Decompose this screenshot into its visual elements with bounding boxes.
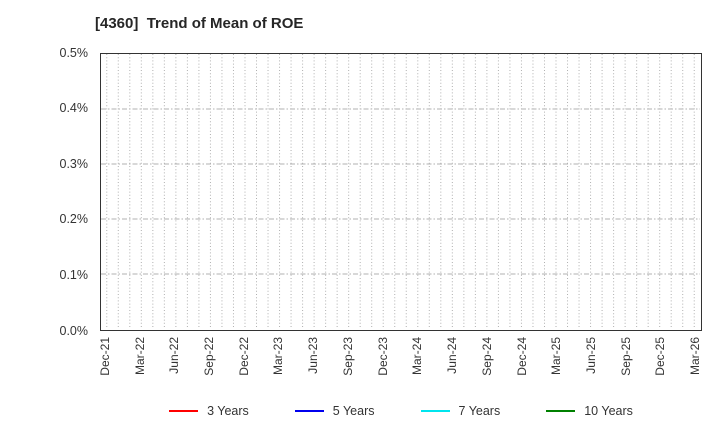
legend-label: 10 Years (584, 404, 633, 418)
y-tick-label: 0.2% (59, 212, 89, 227)
legend-line-swatch (169, 410, 199, 412)
x-tick-label: Mar-25 (549, 337, 564, 376)
grid-lines (101, 54, 700, 329)
x-tick-label: Dec-25 (653, 337, 668, 376)
x-tick-label: Jun-23 (306, 337, 321, 374)
x-tick-label: Dec-24 (514, 337, 529, 376)
x-tick-label: Dec-21 (97, 337, 112, 376)
x-tick-label: Jun-25 (584, 337, 599, 374)
legend-item-5-years: 5 Years (294, 404, 375, 418)
y-tick-label: 0.0% (59, 323, 89, 338)
legend-item-10-years: 10 Years (546, 404, 633, 418)
legend: 3 Years 5 Years 7 Years 10 Years (100, 404, 702, 418)
x-tick-label: Mar-26 (688, 337, 703, 376)
x-tick-label: Sep-25 (618, 337, 633, 376)
y-tick-label: 0.3% (59, 156, 89, 171)
x-tick-label: Jun-24 (445, 337, 460, 374)
x-tick-label: Mar-22 (132, 337, 147, 376)
legend-line-swatch (420, 410, 450, 412)
y-tick-label: 0.1% (59, 267, 89, 282)
chart-title: [4360] Trend of Mean of ROE (95, 15, 304, 32)
legend-label: 7 Years (458, 404, 501, 418)
legend-label: 3 Years (207, 404, 249, 418)
x-tick-label: Dec-23 (375, 337, 390, 376)
y-tick-label: 0.4% (59, 101, 89, 116)
legend-line-swatch (546, 410, 576, 412)
x-tick-label: Dec-22 (236, 337, 251, 376)
x-tick-label: Mar-24 (410, 337, 425, 376)
legend-label: 5 Years (332, 404, 375, 418)
legend-item-7-years: 7 Years (420, 404, 501, 418)
y-tick-label: 0.5% (59, 45, 89, 60)
plot-area (100, 53, 702, 331)
x-tick-label: Sep-24 (479, 337, 494, 376)
legend-item-3-years: 3 Years (169, 404, 249, 418)
x-tick-label: Mar-23 (271, 337, 286, 376)
x-tick-label: Sep-22 (201, 337, 216, 376)
x-tick-label: Jun-22 (167, 337, 182, 374)
x-tick-label: Sep-23 (340, 337, 355, 376)
legend-line-swatch (294, 410, 324, 412)
